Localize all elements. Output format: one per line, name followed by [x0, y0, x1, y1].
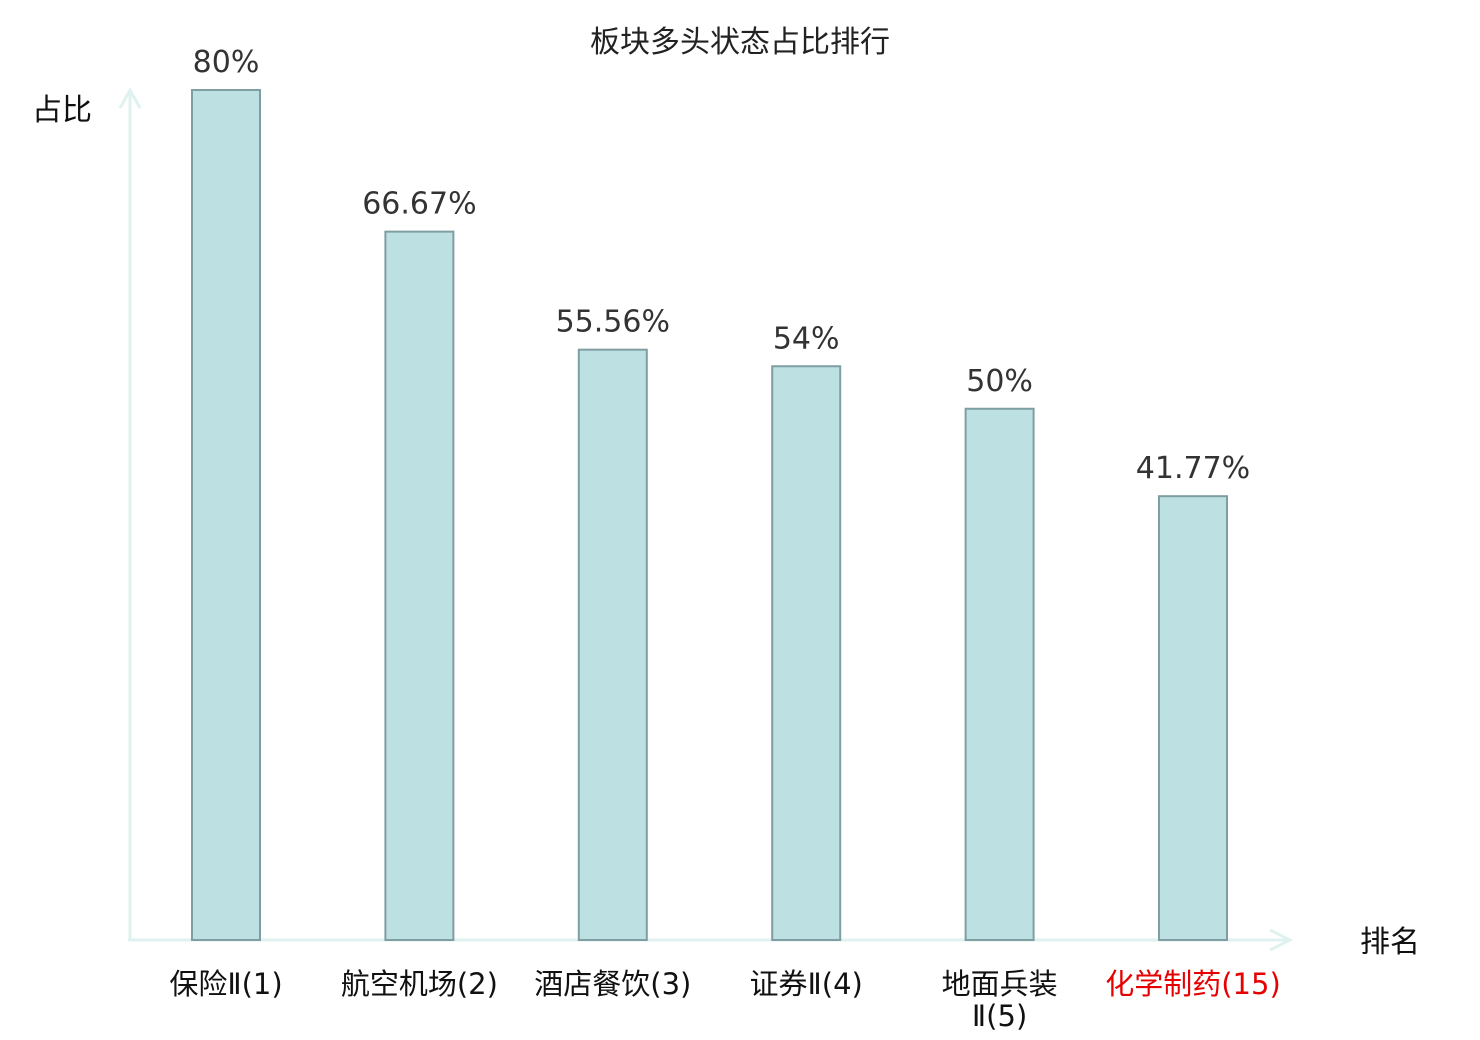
x-axis — [128, 928, 1294, 952]
category-label: 证券Ⅱ(4) — [750, 967, 863, 1001]
bar — [384, 230, 455, 942]
category-labels-group: 保险Ⅱ(1) 航空机场(2) 酒店餐饮(3) 证券Ⅱ(4) 地面兵装 Ⅱ(5) 化学制药(1… — [169, 967, 1280, 1033]
category-label: 地面兵装 Ⅱ(5) — [942, 967, 1058, 1033]
category-label: 航空机场(2) — [341, 967, 498, 1001]
category-label: 酒店餐饮(3) — [534, 967, 691, 1001]
bar-value-label: 50% — [966, 364, 1033, 399]
bar — [1158, 495, 1228, 941]
bar — [191, 89, 261, 941]
category-label: 化学制药(15) — [1105, 967, 1281, 1001]
bar — [771, 365, 842, 941]
x-axis-label: 排名 — [1360, 925, 1420, 960]
category-label: 保险Ⅱ(1) — [169, 967, 282, 1001]
bar-value-label: 41.77% — [1136, 451, 1250, 486]
bars-group — [191, 89, 1228, 942]
chart-title: 板块多头状态占比排行 — [590, 25, 890, 60]
x-axis-arrow — [1269, 928, 1294, 952]
y-axis-arrow — [118, 86, 142, 109]
y-axis-label: 占比 — [32, 93, 92, 128]
bar — [964, 407, 1035, 941]
bar-value-label: 80% — [193, 45, 260, 80]
bar-value-label: 54% — [773, 321, 840, 356]
bar-value-label: 66.67% — [362, 187, 476, 222]
y-axis — [118, 86, 142, 940]
value-labels-group: 80% 66.67% 55.56% 54% 50% 41.77% — [193, 45, 1251, 486]
bar — [577, 348, 648, 941]
bar-value-label: 55.56% — [556, 305, 670, 340]
